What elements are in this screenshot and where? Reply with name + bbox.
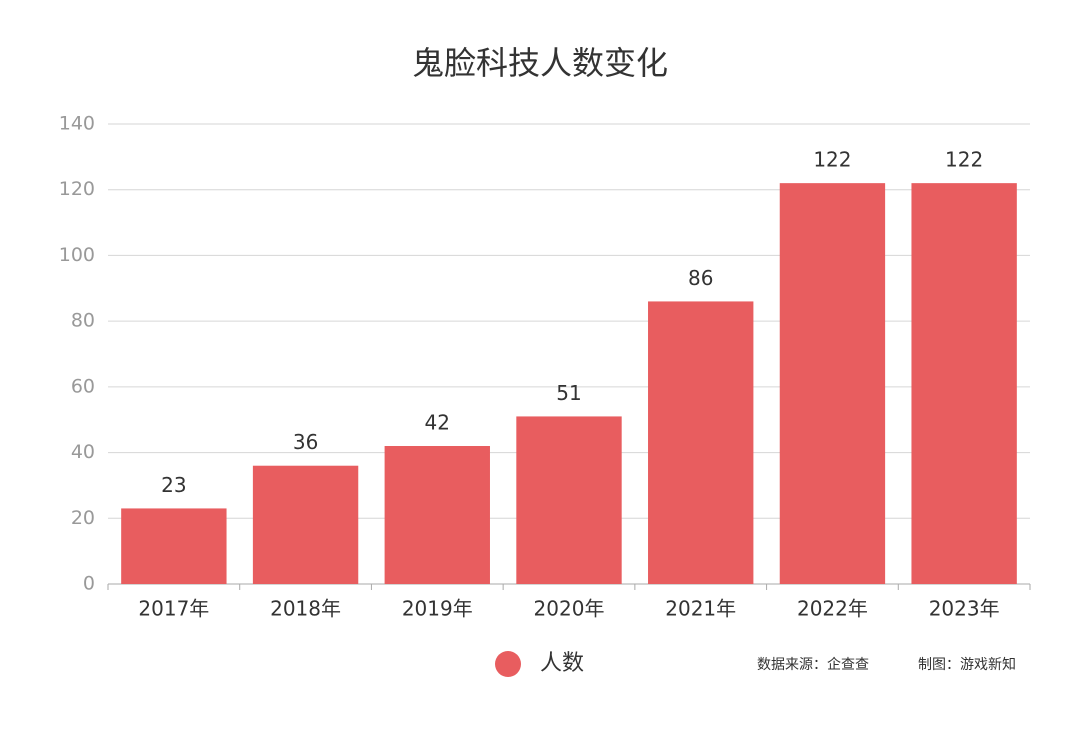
bar xyxy=(121,508,227,584)
value-label: 36 xyxy=(293,430,318,454)
bar xyxy=(648,301,754,584)
x-tick-label: 2023年 xyxy=(929,597,1000,621)
y-tick-label: 100 xyxy=(59,244,95,266)
value-label: 42 xyxy=(425,411,450,435)
source-note: 数据来源：企查查 xyxy=(757,656,869,673)
x-tick-label: 2020年 xyxy=(534,597,605,621)
value-label: 23 xyxy=(161,473,186,497)
x-tick-label: 2022年 xyxy=(797,597,868,621)
legend-label: 人数 xyxy=(540,651,584,676)
y-tick-label: 140 xyxy=(59,113,95,135)
value-label: 51 xyxy=(556,381,581,405)
value-label: 122 xyxy=(945,148,983,172)
value-label: 86 xyxy=(688,266,713,290)
y-tick-label: 120 xyxy=(59,178,95,200)
bar xyxy=(252,465,359,584)
x-tick-label: 2021年 xyxy=(665,597,736,621)
x-tick-label: 2019年 xyxy=(402,597,473,621)
value-label: 122 xyxy=(813,148,851,172)
bar xyxy=(779,183,886,584)
credit-note: 制图：游戏新知 xyxy=(918,656,1016,673)
bar xyxy=(384,446,490,584)
y-tick-label: 20 xyxy=(71,507,95,529)
y-tick-label: 80 xyxy=(71,310,95,332)
bar xyxy=(516,416,622,584)
x-tick-label: 2017年 xyxy=(138,597,209,621)
legend-swatch xyxy=(495,651,521,677)
x-tick-label: 2018年 xyxy=(270,597,341,621)
chart-title: 鬼脸科技人数变化 xyxy=(412,44,668,82)
y-tick-label: 0 xyxy=(83,573,95,595)
y-tick-label: 60 xyxy=(71,375,95,397)
bar xyxy=(911,183,1017,584)
y-tick-label: 40 xyxy=(71,441,95,463)
